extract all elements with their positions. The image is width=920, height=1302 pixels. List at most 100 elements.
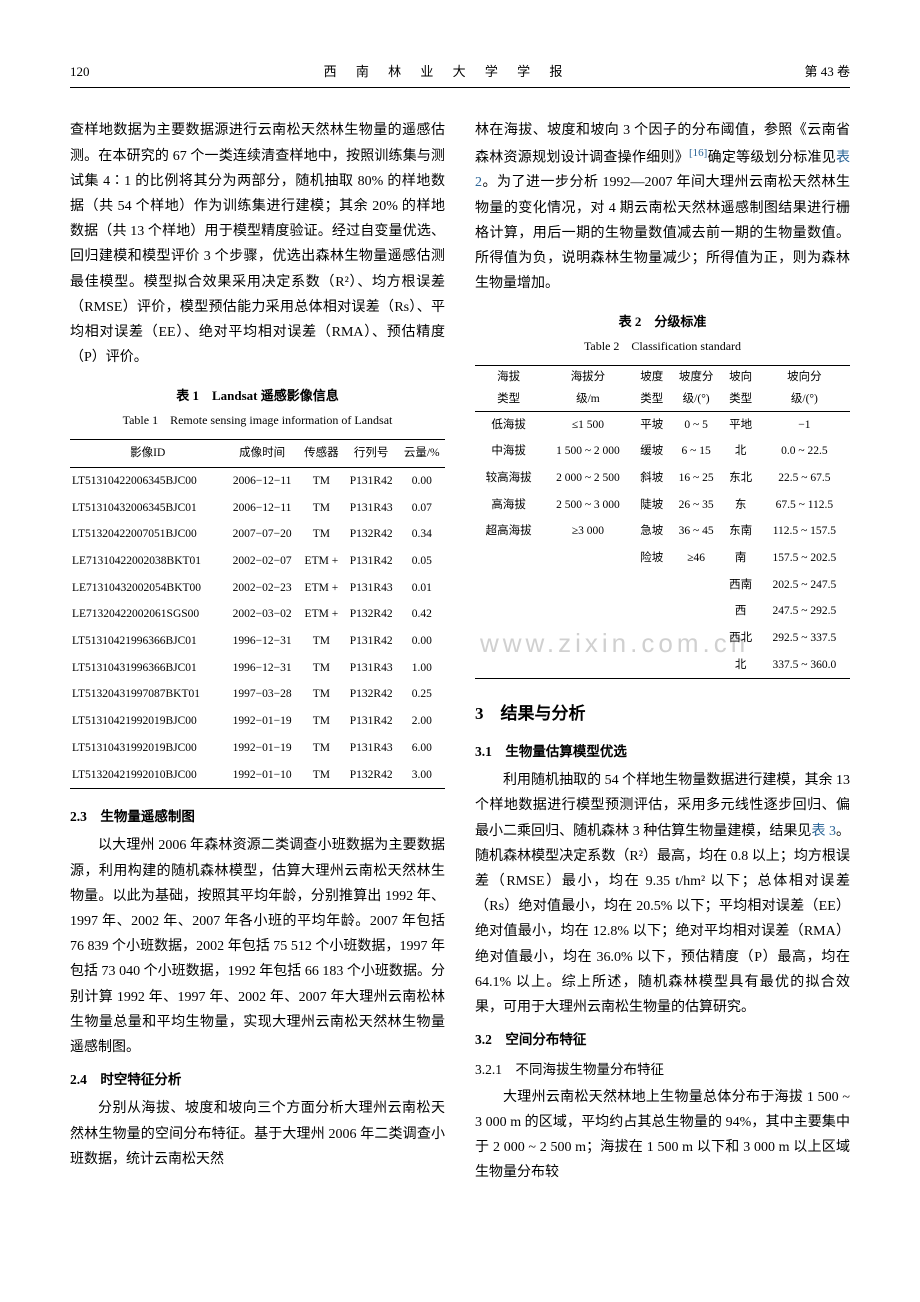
table-cell: TM [299, 708, 344, 735]
t2h: 类型 [475, 388, 542, 411]
table-cell: TM [299, 681, 344, 708]
table3-link[interactable]: 表 3 [811, 824, 836, 839]
table-cell: LT51310432006345BJC01 [70, 495, 225, 522]
table-row: 西北292.5 ~ 337.5 [475, 625, 850, 652]
table-cell: LT51320422007051BJC00 [70, 521, 225, 548]
section-3-1-heading: 3.1 生物量估算模型优选 [475, 740, 850, 764]
table-cell: 中海拔 [475, 438, 542, 465]
table-cell: 0.0 ~ 22.5 [759, 438, 850, 465]
table-cell: 险坡 [634, 545, 670, 572]
table-cell: 247.5 ~ 292.5 [759, 598, 850, 625]
section-2-4-heading: 2.4 时空特征分析 [70, 1068, 445, 1092]
table-cell: 东南 [722, 518, 758, 545]
table-cell: P132R42 [344, 681, 399, 708]
table-cell: 高海拔 [475, 492, 542, 519]
table-cell [542, 572, 633, 599]
table-cell: 157.5 ~ 202.5 [759, 545, 850, 572]
table1-header-row: 影像ID 成像时间 传感器 行列号 云量/% [70, 440, 445, 468]
table-cell: −1 [759, 411, 850, 438]
table-row: LT51310431996366BJC011996−12−31TMP131R43… [70, 655, 445, 682]
table-cell: 西 [722, 598, 758, 625]
t2h: 级/m [542, 388, 633, 411]
right-paragraph-2: 利用随机抽取的 54 个样地生物量数据进行建模，其余 13 个样地数据进行模型预… [475, 768, 850, 1020]
right-paragraph-1: 林在海拔、坡度和坡向 3 个因子的分布阈值，参照《云南省森林资源规划设计调查操作… [475, 118, 850, 296]
table-cell: LT51310431992019BJC00 [70, 735, 225, 762]
table2-subtitle: Table 2 Classification standard [475, 336, 850, 358]
table-cell: 0.42 [399, 601, 445, 628]
volume-label: 第 43 卷 [804, 60, 850, 83]
table-cell: 67.5 ~ 112.5 [759, 492, 850, 519]
table-cell: 2006−12−11 [225, 467, 299, 494]
table-cell [475, 572, 542, 599]
table2-header-row-1: 海拔 海拔分 坡度 坡度分 坡向 坡向分 [475, 366, 850, 389]
right-paragraph-3: 大理州云南松天然林地上生物量总体分布于海拔 1 500 ~ 3 000 m 的区… [475, 1085, 850, 1186]
table-row: LT51310421992019BJC001992−01−19TMP131R42… [70, 708, 445, 735]
left-paragraph-3: 分别从海拔、坡度和坡向三个方面分析大理州云南松天然林生物量的空间分布特征。基于大… [70, 1096, 445, 1172]
table-cell: TM [299, 495, 344, 522]
left-column: 查样地数据为主要数据源进行云南松天然林生物量的遥感估测。在本研究的 67 个一类… [70, 118, 445, 1185]
table-row: LT51310431992019BJC001992−01−19TMP131R43… [70, 735, 445, 762]
table-cell: LE71310422002038BKT01 [70, 548, 225, 575]
table-cell [670, 572, 723, 599]
table-cell [634, 652, 670, 679]
table-cell: LT51320431997087BKT01 [70, 681, 225, 708]
t2h: 坡向分 [759, 366, 850, 389]
table-cell: 112.5 ~ 157.5 [759, 518, 850, 545]
table-row: 较高海拔2 000 ~ 2 500斜坡16 ~ 25东北22.5 ~ 67.5 [475, 465, 850, 492]
table2: 海拔 海拔分 坡度 坡度分 坡向 坡向分 类型 级/m 类型 级/(°) 类型 … [475, 365, 850, 679]
table-cell [670, 598, 723, 625]
table-cell: 2007−07−20 [225, 521, 299, 548]
table-cell: 0.00 [399, 628, 445, 655]
table-cell: LT51320421992010BJC00 [70, 762, 225, 789]
t2h: 级/(°) [759, 388, 850, 411]
table-cell: 平地 [722, 411, 758, 438]
table1-title: 表 1 Landsat 遥感影像信息 [70, 384, 445, 407]
table-cell: ≥3 000 [542, 518, 633, 545]
section-2-3-heading: 2.3 生物量遥感制图 [70, 805, 445, 829]
table-cell: 26 ~ 35 [670, 492, 723, 519]
table-row: LT51310422006345BJC002006−12−11TMP131R42… [70, 467, 445, 494]
table-cell: LE71320422002061SGS00 [70, 601, 225, 628]
table-cell: ≤1 500 [542, 411, 633, 438]
table-cell: 6 ~ 15 [670, 438, 723, 465]
t2h: 类型 [722, 388, 758, 411]
table-row: 超高海拔≥3 000急坡36 ~ 45东南112.5 ~ 157.5 [475, 518, 850, 545]
table-cell: 1992−01−19 [225, 708, 299, 735]
table2-title: 表 2 分级标准 [475, 310, 850, 333]
table-cell: 0.34 [399, 521, 445, 548]
table-cell: 1.00 [399, 655, 445, 682]
table-row: LT51310432006345BJC012006−12−11TMP131R43… [70, 495, 445, 522]
table-cell: 292.5 ~ 337.5 [759, 625, 850, 652]
page-header: 120 西 南 林 业 大 学 学 报 第 43 卷 [70, 60, 850, 88]
table-cell [475, 545, 542, 572]
table-cell: 陡坡 [634, 492, 670, 519]
t2h: 坡度分 [670, 366, 723, 389]
table-cell: TM [299, 655, 344, 682]
table-row: LT51320421992010BJC001992−01−10TMP132R42… [70, 762, 445, 789]
table-cell: P131R42 [344, 708, 399, 735]
table-cell: 东北 [722, 465, 758, 492]
table-cell: 1996−12−31 [225, 655, 299, 682]
section-3-heading: 3 结果与分析 [475, 699, 850, 730]
table-cell: LT51310421992019BJC00 [70, 708, 225, 735]
table-cell: LE71310432002054BKT00 [70, 575, 225, 602]
t2h: 类型 [634, 388, 670, 411]
table-row: LT51320422007051BJC002007−07−20TMP132R42… [70, 521, 445, 548]
table-cell: 北 [722, 652, 758, 679]
t2h: 级/(°) [670, 388, 723, 411]
t2h: 坡度 [634, 366, 670, 389]
page-number: 120 [70, 60, 90, 83]
table-cell: 0.05 [399, 548, 445, 575]
right-p2-text-b: 。随机森林模型决定系数（R²）最高，均在 0.8 以上；均方根误差（RMSE）最… [475, 824, 850, 1015]
reference-link-16[interactable]: [16] [689, 147, 707, 159]
table-cell [542, 598, 633, 625]
table-cell: ≥46 [670, 545, 723, 572]
table-cell: 西北 [722, 625, 758, 652]
table-cell: TM [299, 762, 344, 789]
table-cell: 西南 [722, 572, 758, 599]
table-cell: 6.00 [399, 735, 445, 762]
left-paragraph-1: 查样地数据为主要数据源进行云南松天然林生物量的遥感估测。在本研究的 67 个一类… [70, 118, 445, 370]
table-cell [670, 625, 723, 652]
table-cell: 缓坡 [634, 438, 670, 465]
section-3-2-1-heading: 3.2.1 不同海拔生物量分布特征 [475, 1058, 850, 1082]
